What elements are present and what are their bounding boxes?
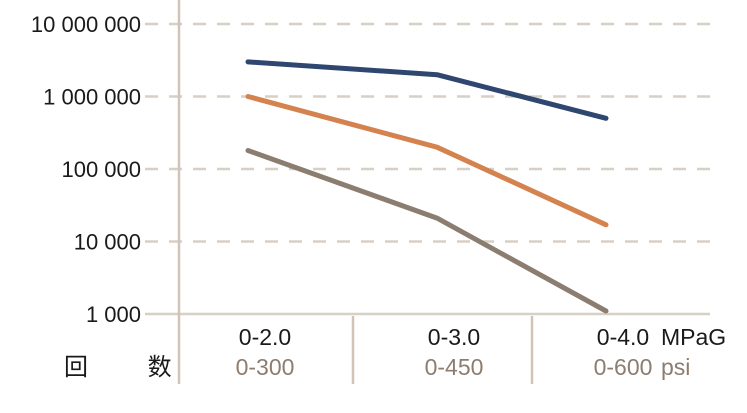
series-lines <box>245 59 609 314</box>
y-tick-labels: 1 000 10 000 100 000 1 000 000 10 000 000 <box>31 12 141 327</box>
y-tick-label: 1 000 000 <box>43 85 141 110</box>
y-tick-label: 10 000 000 <box>31 12 141 37</box>
axes <box>177 0 534 384</box>
x-unit-secondary-label: psi <box>661 354 690 380</box>
x-tick-label: 0-2.0 <box>239 324 291 350</box>
x-unit-label: MPaG <box>661 324 726 350</box>
x-tick-label: 0-3.0 <box>428 324 480 350</box>
series-line-3 <box>245 148 609 314</box>
series-line-1 <box>245 59 609 121</box>
grid-lines <box>145 22 710 316</box>
x-tick-label-secondary: 0-600 <box>594 354 653 380</box>
x-tick-label-secondary: 0-450 <box>425 354 484 380</box>
y-tick-label: 10 000 <box>74 230 141 255</box>
x-tick-label-secondary: 0-300 <box>236 354 295 380</box>
y-tick-label: 100 000 <box>61 157 141 182</box>
y-axis-label: 回 数 <box>64 353 198 381</box>
x-tick-label: 0-4.0 <box>597 324 649 350</box>
y-tick-label: 1 000 <box>86 302 141 327</box>
x-tick-labels: 0-2.0 0-300 0-3.0 0-450 0-4.0 0-600 <box>236 324 653 380</box>
series-line-2 <box>245 94 609 228</box>
